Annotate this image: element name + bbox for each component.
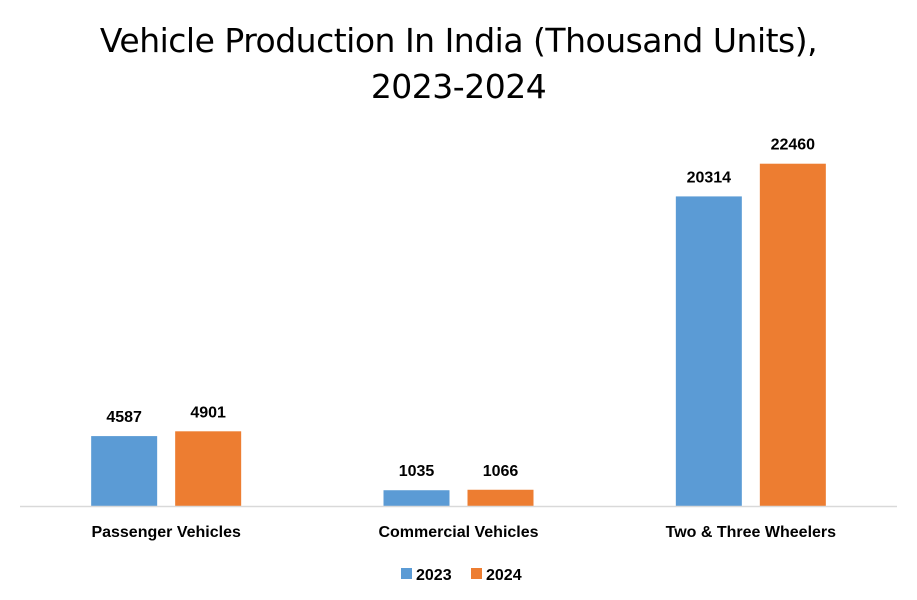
- bar-2023-2: [675, 196, 742, 506]
- legend-swatch-2024: [471, 568, 482, 579]
- legend-label-2024: 2024: [486, 567, 522, 584]
- bar-2024-1: [467, 489, 534, 506]
- data-label: 4901: [190, 404, 226, 421]
- legend-swatch-2023: [401, 568, 412, 579]
- bar-2024-0: [175, 431, 242, 506]
- bar-2023-0: [91, 436, 158, 506]
- data-label: 20314: [687, 169, 732, 186]
- x-tick-label: Two & Three Wheelers: [666, 524, 837, 541]
- x-tick-label: Passenger Vehicles: [91, 524, 241, 541]
- x-tick-label: Commercial Vehicles: [378, 524, 538, 541]
- data-label: 1066: [483, 463, 519, 480]
- bar-2024-2: [759, 163, 826, 506]
- chart-title: Vehicle Production In India (Thousand Un…: [99, 21, 818, 106]
- data-label: 22460: [771, 137, 816, 154]
- legend-label-2023: 2023: [416, 567, 452, 584]
- data-label: 4587: [106, 409, 142, 426]
- data-label: 1035: [399, 463, 435, 480]
- bar-2023-1: [383, 490, 450, 506]
